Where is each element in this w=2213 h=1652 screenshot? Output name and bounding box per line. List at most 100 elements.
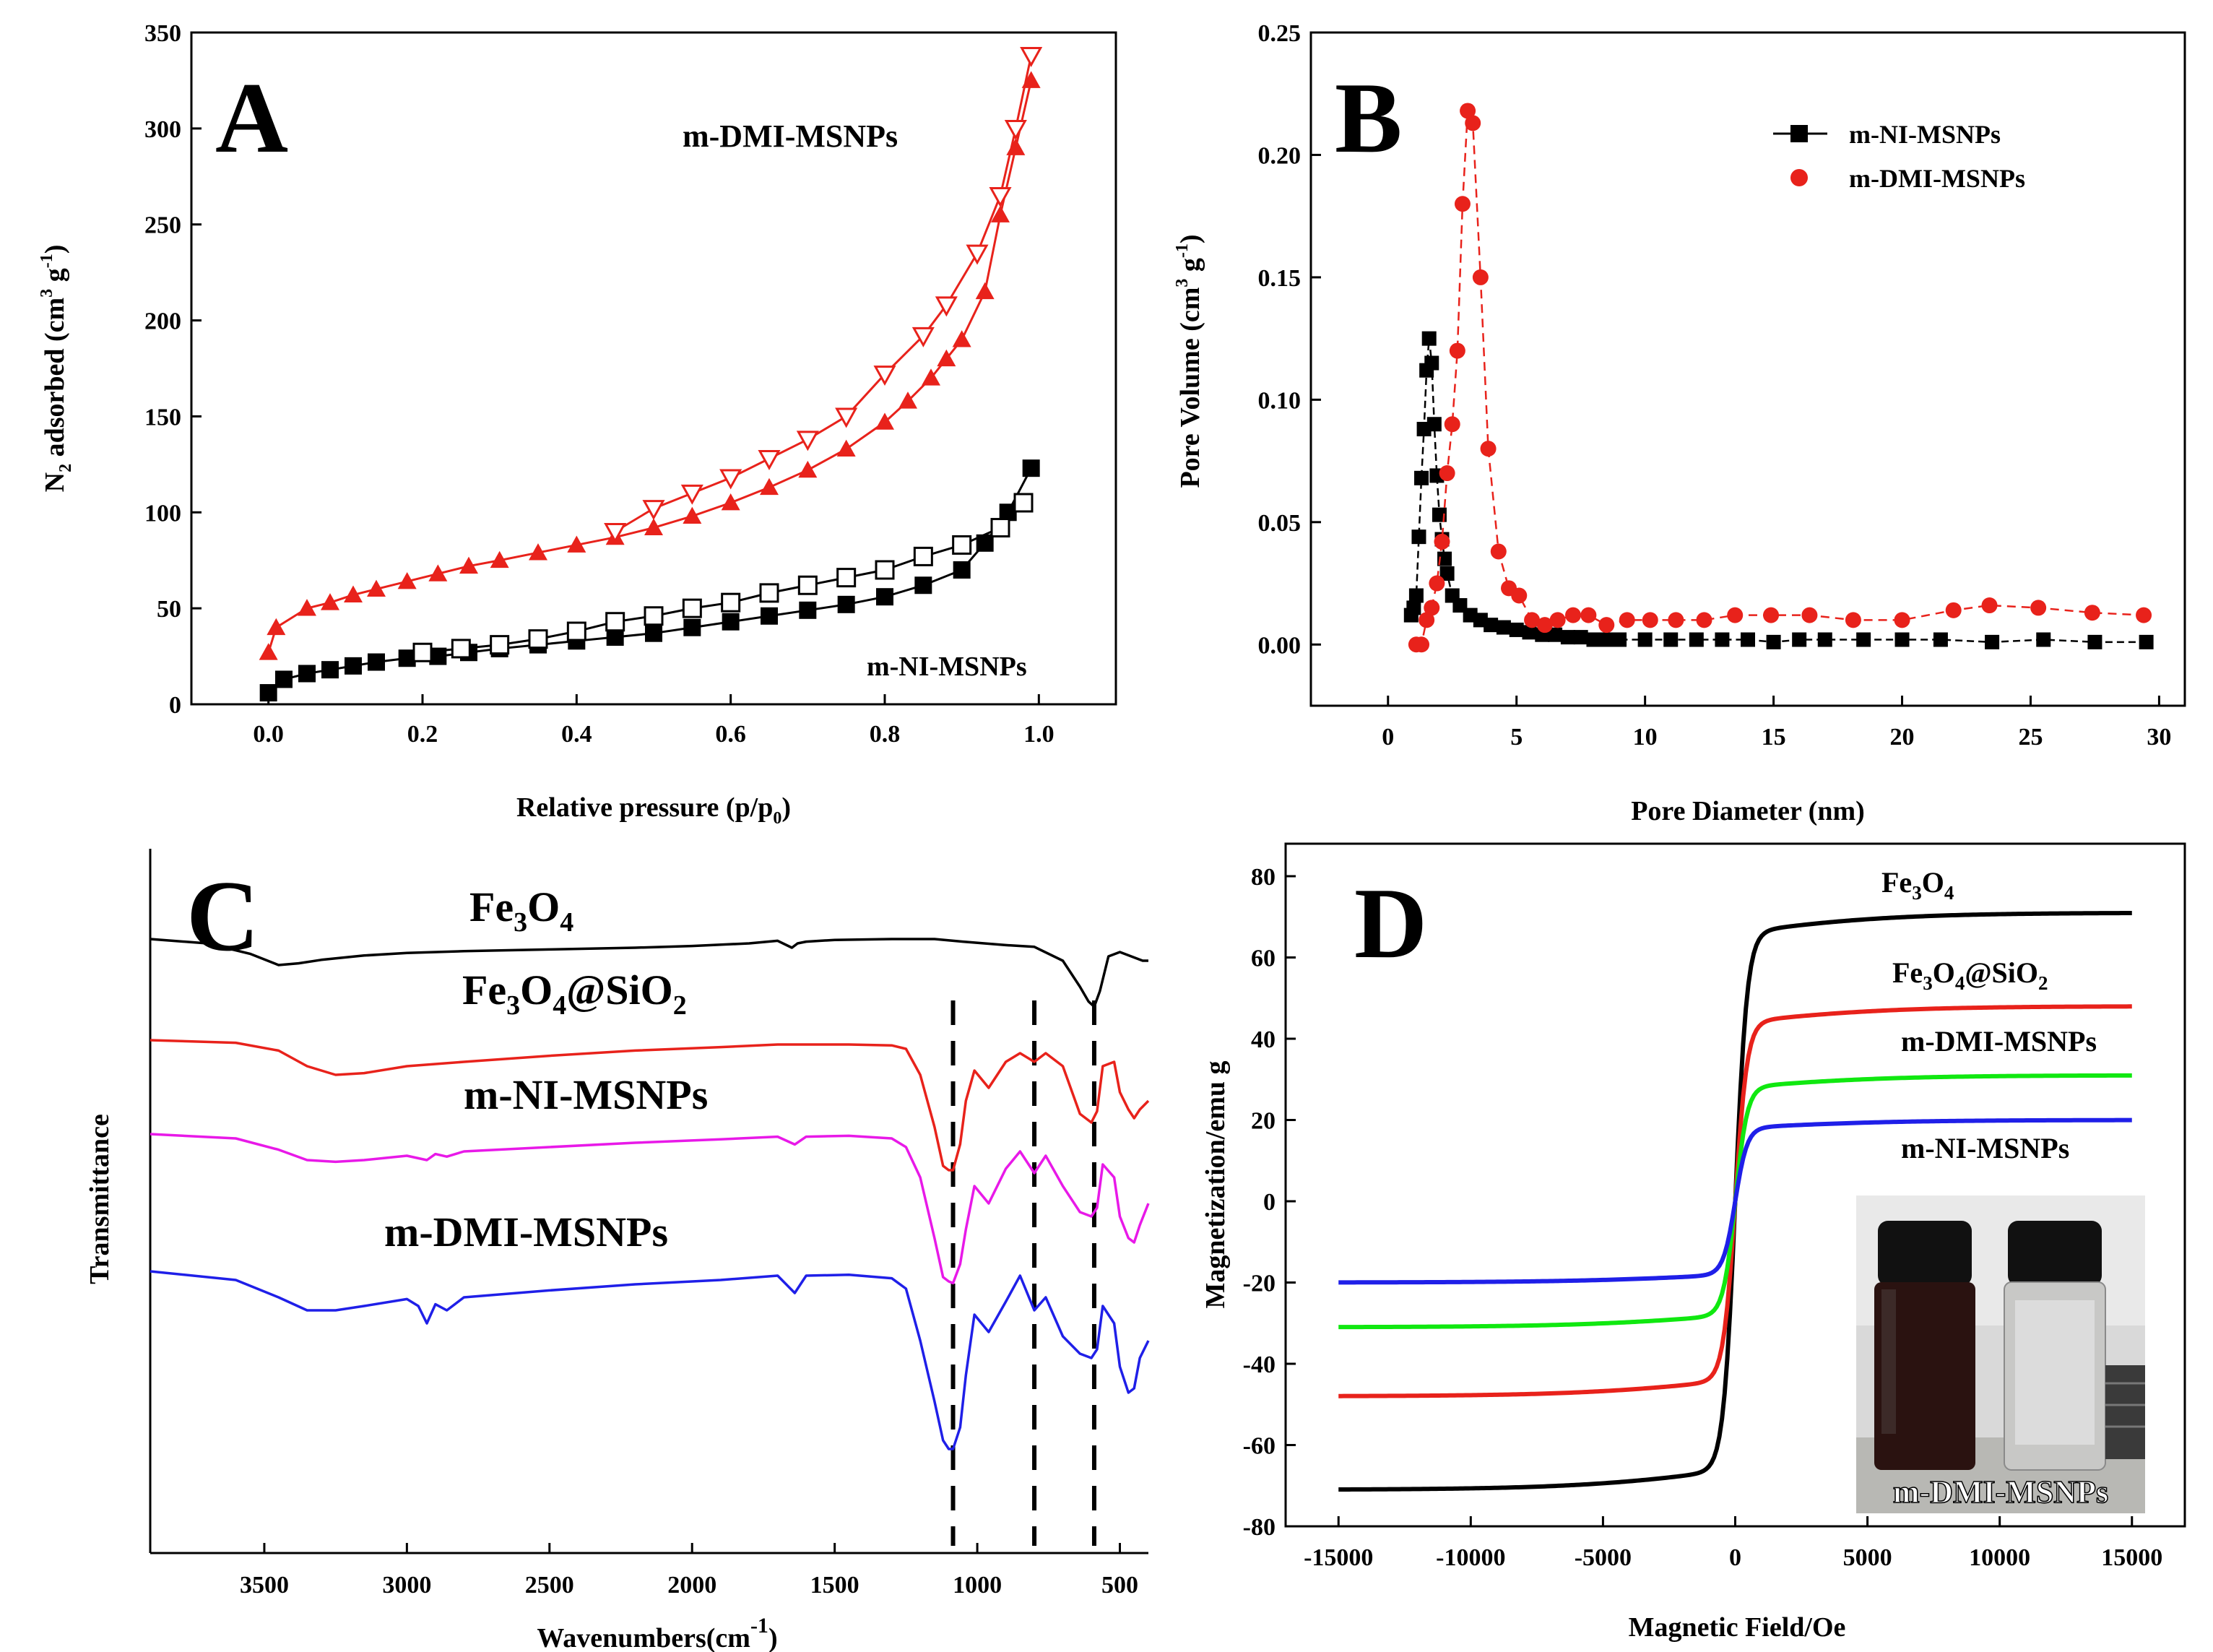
b-point — [1894, 632, 1910, 647]
legend-marker-m-dmi-msnps — [1790, 169, 1808, 186]
b-ytick-label: 0.15 — [1258, 265, 1302, 292]
a-point — [937, 349, 956, 367]
a-point — [722, 613, 740, 631]
label-m-dmi-msnps-vsm: m-DMI-MSNPs — [1901, 1025, 2097, 1058]
c-xtick-label: 3000 — [382, 1572, 431, 1599]
panel-a-y-axis-label: N2 adsorbed (cm3 g-1) — [38, 245, 75, 493]
b-point — [1548, 627, 1563, 642]
a-point — [642, 500, 665, 521]
d-ytick-label: 60 — [1251, 946, 1276, 972]
a-point — [397, 571, 417, 589]
a-point — [952, 535, 972, 555]
a-xtick-label: 1.0 — [1023, 721, 1054, 748]
b-point — [1856, 632, 1871, 647]
a-point — [761, 607, 778, 625]
b-xtick-label: 20 — [1890, 724, 1915, 751]
c-xtick-label: 1500 — [810, 1572, 859, 1599]
b-point — [1696, 612, 1712, 628]
b-point — [2139, 634, 2154, 649]
c-spectrum-line — [150, 938, 1148, 1008]
d-xtick-label: -10000 — [1436, 1544, 1505, 1571]
a-point — [911, 326, 935, 347]
c-xtick-label: 2500 — [525, 1572, 574, 1599]
b-point — [1496, 620, 1511, 635]
panel-b-legend: m-NI-MSNPs m-DMI-MSNPs — [1773, 120, 2025, 193]
b-point — [1419, 612, 1435, 628]
b-point — [1439, 566, 1455, 581]
vial-1-dark — [1874, 1282, 1975, 1470]
d-ytick-label: 20 — [1251, 1108, 1276, 1135]
a-point — [758, 449, 781, 470]
label-m-ni-msnps: m-NI-MSNPs — [867, 652, 1027, 682]
a-point — [798, 460, 818, 478]
a-point — [683, 506, 702, 524]
a-point — [459, 556, 478, 574]
inset-label: m-DMI-MSNPs — [1893, 1474, 2108, 1510]
a-point — [345, 657, 362, 675]
d-xtick-label: -5000 — [1575, 1544, 1632, 1571]
legend-marker-m-ni-msnps — [1790, 125, 1808, 142]
b-point — [1460, 103, 1476, 119]
a-point — [321, 593, 339, 610]
b-point — [1715, 632, 1730, 647]
d-ytick-label: -40 — [1243, 1352, 1276, 1378]
a-point — [759, 583, 779, 603]
a-point — [1022, 459, 1040, 477]
a-point — [873, 366, 896, 386]
a-point — [721, 493, 740, 511]
a-point — [1013, 493, 1034, 513]
label-m-ni-msnps-vsm: m-NI-MSNPs — [1901, 1132, 2069, 1164]
b-xtick-label: 5 — [1510, 724, 1523, 751]
a-xtick-label: 0.8 — [870, 721, 901, 748]
d-ytick-label: -80 — [1243, 1514, 1276, 1541]
b-point — [1565, 607, 1581, 623]
b-point — [1689, 632, 1704, 647]
d-ytick-label: 80 — [1251, 864, 1276, 891]
panel-c: C 3500 3000 2500 2000 1500 1000 500 Fe3O4 Fe3O… — [85, 849, 1150, 1652]
d-magnetization-curve — [1338, 1117, 2132, 1285]
a-point — [567, 535, 586, 553]
panel-d-y-axis-label: Magnetization/emu g — [1200, 1060, 1231, 1308]
b-point — [1511, 587, 1528, 604]
b-point — [1437, 551, 1452, 566]
c-spectrum-line — [150, 1270, 1150, 1450]
panel-b-axes-frame — [1309, 31, 2186, 707]
b-point — [1522, 625, 1537, 640]
b-point — [1484, 618, 1499, 633]
label-fe3o4-sio2-vsm: Fe3O4@SiO2 — [1892, 956, 2048, 994]
b-xtick-label: 0 — [1382, 724, 1394, 751]
b-point — [2036, 632, 2051, 647]
d-xtick-label: 5000 — [1843, 1544, 1892, 1571]
b-ytick-label: 0.20 — [1258, 142, 1302, 169]
vial-1-cap — [1878, 1221, 1972, 1286]
a-point — [367, 579, 386, 597]
a-point — [275, 670, 293, 688]
b-point — [1637, 632, 1653, 647]
a-point — [412, 642, 433, 662]
a-xtick-label: 0.0 — [253, 721, 284, 748]
b-point — [1406, 600, 1421, 615]
a-point — [836, 568, 857, 588]
a-point — [645, 624, 662, 642]
a-point — [259, 643, 278, 660]
a-point — [953, 561, 971, 579]
b-point — [1619, 612, 1635, 628]
a-point — [605, 612, 625, 632]
b-point — [1449, 342, 1465, 359]
c-xtick-label: 3500 — [240, 1572, 289, 1599]
a-point — [1021, 71, 1041, 88]
a-point — [604, 522, 627, 543]
a-point — [799, 601, 817, 619]
a-point — [797, 575, 818, 595]
a-point — [837, 595, 855, 613]
a-xtick-label: 0.4 — [561, 721, 592, 748]
a-point — [898, 392, 917, 409]
a-point — [876, 588, 893, 606]
b-point — [1727, 607, 1744, 623]
label-fe3o4-vsm: Fe3O4 — [1881, 866, 1954, 904]
b-point — [1549, 612, 1566, 628]
b-point — [1444, 416, 1460, 433]
b-point — [1945, 602, 1962, 618]
panel-d-letter: D — [1354, 868, 1427, 979]
